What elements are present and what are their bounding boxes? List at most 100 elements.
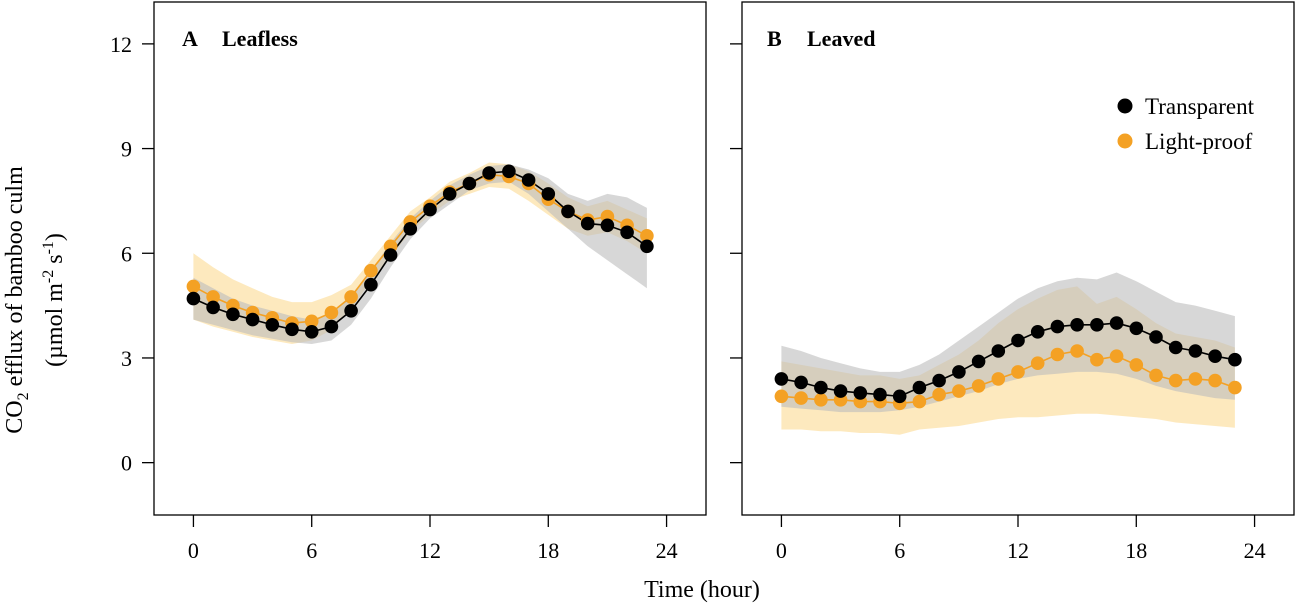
panel-a-point-transparent (423, 202, 437, 217)
svg-text:(µmol m-2 s-1): (µmol m-2 s-1) (40, 233, 68, 367)
panel-b-point-transparent (952, 365, 966, 379)
panel-b-point-transparent (1208, 349, 1222, 364)
panel-a-x-tick-label: 24 (656, 538, 678, 563)
panel-a-point-transparent (561, 204, 575, 219)
panel-b-point-transparent (932, 373, 946, 388)
panel-a-point-transparent (600, 218, 615, 233)
panel-b-x-tick-label: 0 (776, 538, 787, 563)
panel-a-title: Leafless (222, 26, 298, 51)
legend-label-transparent: Transparent (1145, 94, 1255, 119)
legend: Transparent Light-proof (1117, 94, 1255, 154)
panel-b-letter: B (767, 26, 782, 51)
panel-a-point-transparent (640, 239, 654, 254)
panel-a-band-transparent (193, 164, 647, 344)
panel-b-point-light-proof (1228, 380, 1242, 395)
y-tick-label: 0 (121, 451, 132, 476)
panel-b-point-transparent (991, 344, 1006, 358)
panel-b-point-light-proof (1129, 358, 1144, 372)
panel-b-point-light-proof (1030, 356, 1045, 371)
panel-b-x-tick-label: 18 (1125, 538, 1147, 563)
panel-b-point-transparent (873, 387, 887, 402)
panel-b-point-transparent (971, 354, 986, 369)
panel-b-point-light-proof (971, 379, 986, 393)
panel-b-point-transparent (912, 380, 927, 395)
panel-b-point-light-proof (794, 391, 808, 405)
panel-a-point-transparent (442, 187, 457, 201)
panel-a-point-transparent (206, 300, 220, 315)
panel-a-point-light-proof (186, 279, 201, 294)
panel-a-point-light-proof (324, 305, 339, 320)
panel-b-band-transparent (781, 272, 1235, 413)
panel-b-point-light-proof (932, 387, 946, 402)
panel-b-point-light-proof (991, 372, 1006, 386)
svg-text:CO2 efflux of bamboo culm: CO2 efflux of bamboo culm (2, 166, 32, 434)
panel-a-point-transparent (265, 318, 280, 332)
panel-a-point-transparent (364, 277, 378, 292)
panel-b-point-transparent (1030, 325, 1045, 339)
panel-b-x-tick-label: 12 (1007, 538, 1029, 563)
panel-b-point-light-proof (1070, 344, 1084, 358)
panel-b-point-transparent (794, 375, 808, 390)
panel-b-point-transparent (1188, 344, 1203, 358)
panel-b-point-light-proof (1109, 349, 1124, 364)
panel-a-point-transparent (344, 304, 358, 318)
panel-a-point-transparent (186, 291, 201, 306)
panel-a-point-transparent (620, 225, 634, 240)
panel-b-point-light-proof (912, 394, 927, 409)
panel-b-point-transparent (1129, 321, 1144, 336)
panel-a-point-transparent (502, 164, 516, 179)
panel-a-x-tick-label: 6 (306, 538, 317, 563)
panel-b-point-transparent (1050, 319, 1065, 334)
panel-b-x-tick-label: 24 (1244, 538, 1266, 563)
panel-b-point-light-proof (1149, 368, 1163, 383)
panel-a-point-transparent (462, 176, 477, 191)
panel-a-point-transparent (482, 166, 496, 180)
panel-b-point-light-proof (1050, 347, 1065, 362)
panel-b-point-light-proof (1168, 373, 1183, 388)
panel-b-point-light-proof (1188, 372, 1203, 386)
panel-b-point-transparent (853, 386, 868, 400)
panel-a-point-transparent (324, 319, 339, 334)
legend-marker-light-proof (1117, 133, 1133, 149)
panel-b-point-light-proof (952, 384, 966, 398)
panel-a-point-transparent (383, 248, 398, 262)
panel-b-point-light-proof (1011, 365, 1025, 379)
panel-a-x-tick-label: 18 (537, 538, 559, 563)
panel-a-x-tick-label: 12 (419, 538, 441, 563)
panel-b-point-light-proof (814, 393, 828, 407)
panel-a-letter: A (182, 26, 198, 51)
y-tick-label: 9 (121, 137, 132, 162)
panel-b-point-transparent (814, 380, 828, 395)
panel-b-point-transparent (1070, 318, 1084, 332)
y-tick-label: 3 (121, 346, 132, 371)
panel-a-point-transparent (521, 173, 536, 187)
panel-a-point-transparent (403, 222, 418, 236)
panel-a-point-transparent (285, 322, 299, 337)
panel-b-point-light-proof (1208, 373, 1222, 388)
panel-a-point-transparent (245, 312, 260, 327)
panel-b-point-light-proof (774, 389, 789, 404)
panel-a-point-transparent (541, 187, 556, 201)
panel-b-point-transparent (774, 372, 789, 386)
panel-b-title: Leaved (807, 26, 875, 51)
y-tick-label: 12 (110, 32, 132, 57)
panel-a-point-transparent (304, 325, 319, 339)
panel-b-point-transparent (1168, 340, 1183, 355)
panel-a-point-transparent (580, 216, 595, 231)
y-axis-title: CO2 efflux of bamboo culm (µmol m-2 s-1) (2, 166, 68, 434)
panel-b-point-transparent (1228, 352, 1242, 367)
panel-b-point-transparent (1011, 333, 1025, 348)
panel-b-point-transparent (1090, 318, 1104, 332)
panel-b-point-light-proof (1090, 352, 1104, 367)
legend-marker-transparent (1117, 98, 1133, 114)
panel-a-point-transparent (226, 307, 240, 322)
y-tick-label: 6 (121, 241, 132, 266)
panel-a-point-light-proof (364, 263, 378, 278)
x-axis-title: Time (hour) (644, 577, 760, 603)
panel-b-point-transparent (1149, 330, 1163, 344)
panel-b-point-transparent (833, 384, 848, 398)
panel-b-x-tick-label: 6 (894, 538, 905, 563)
panel-b-frame (741, 1, 1295, 516)
panel-b-point-transparent (892, 389, 907, 404)
